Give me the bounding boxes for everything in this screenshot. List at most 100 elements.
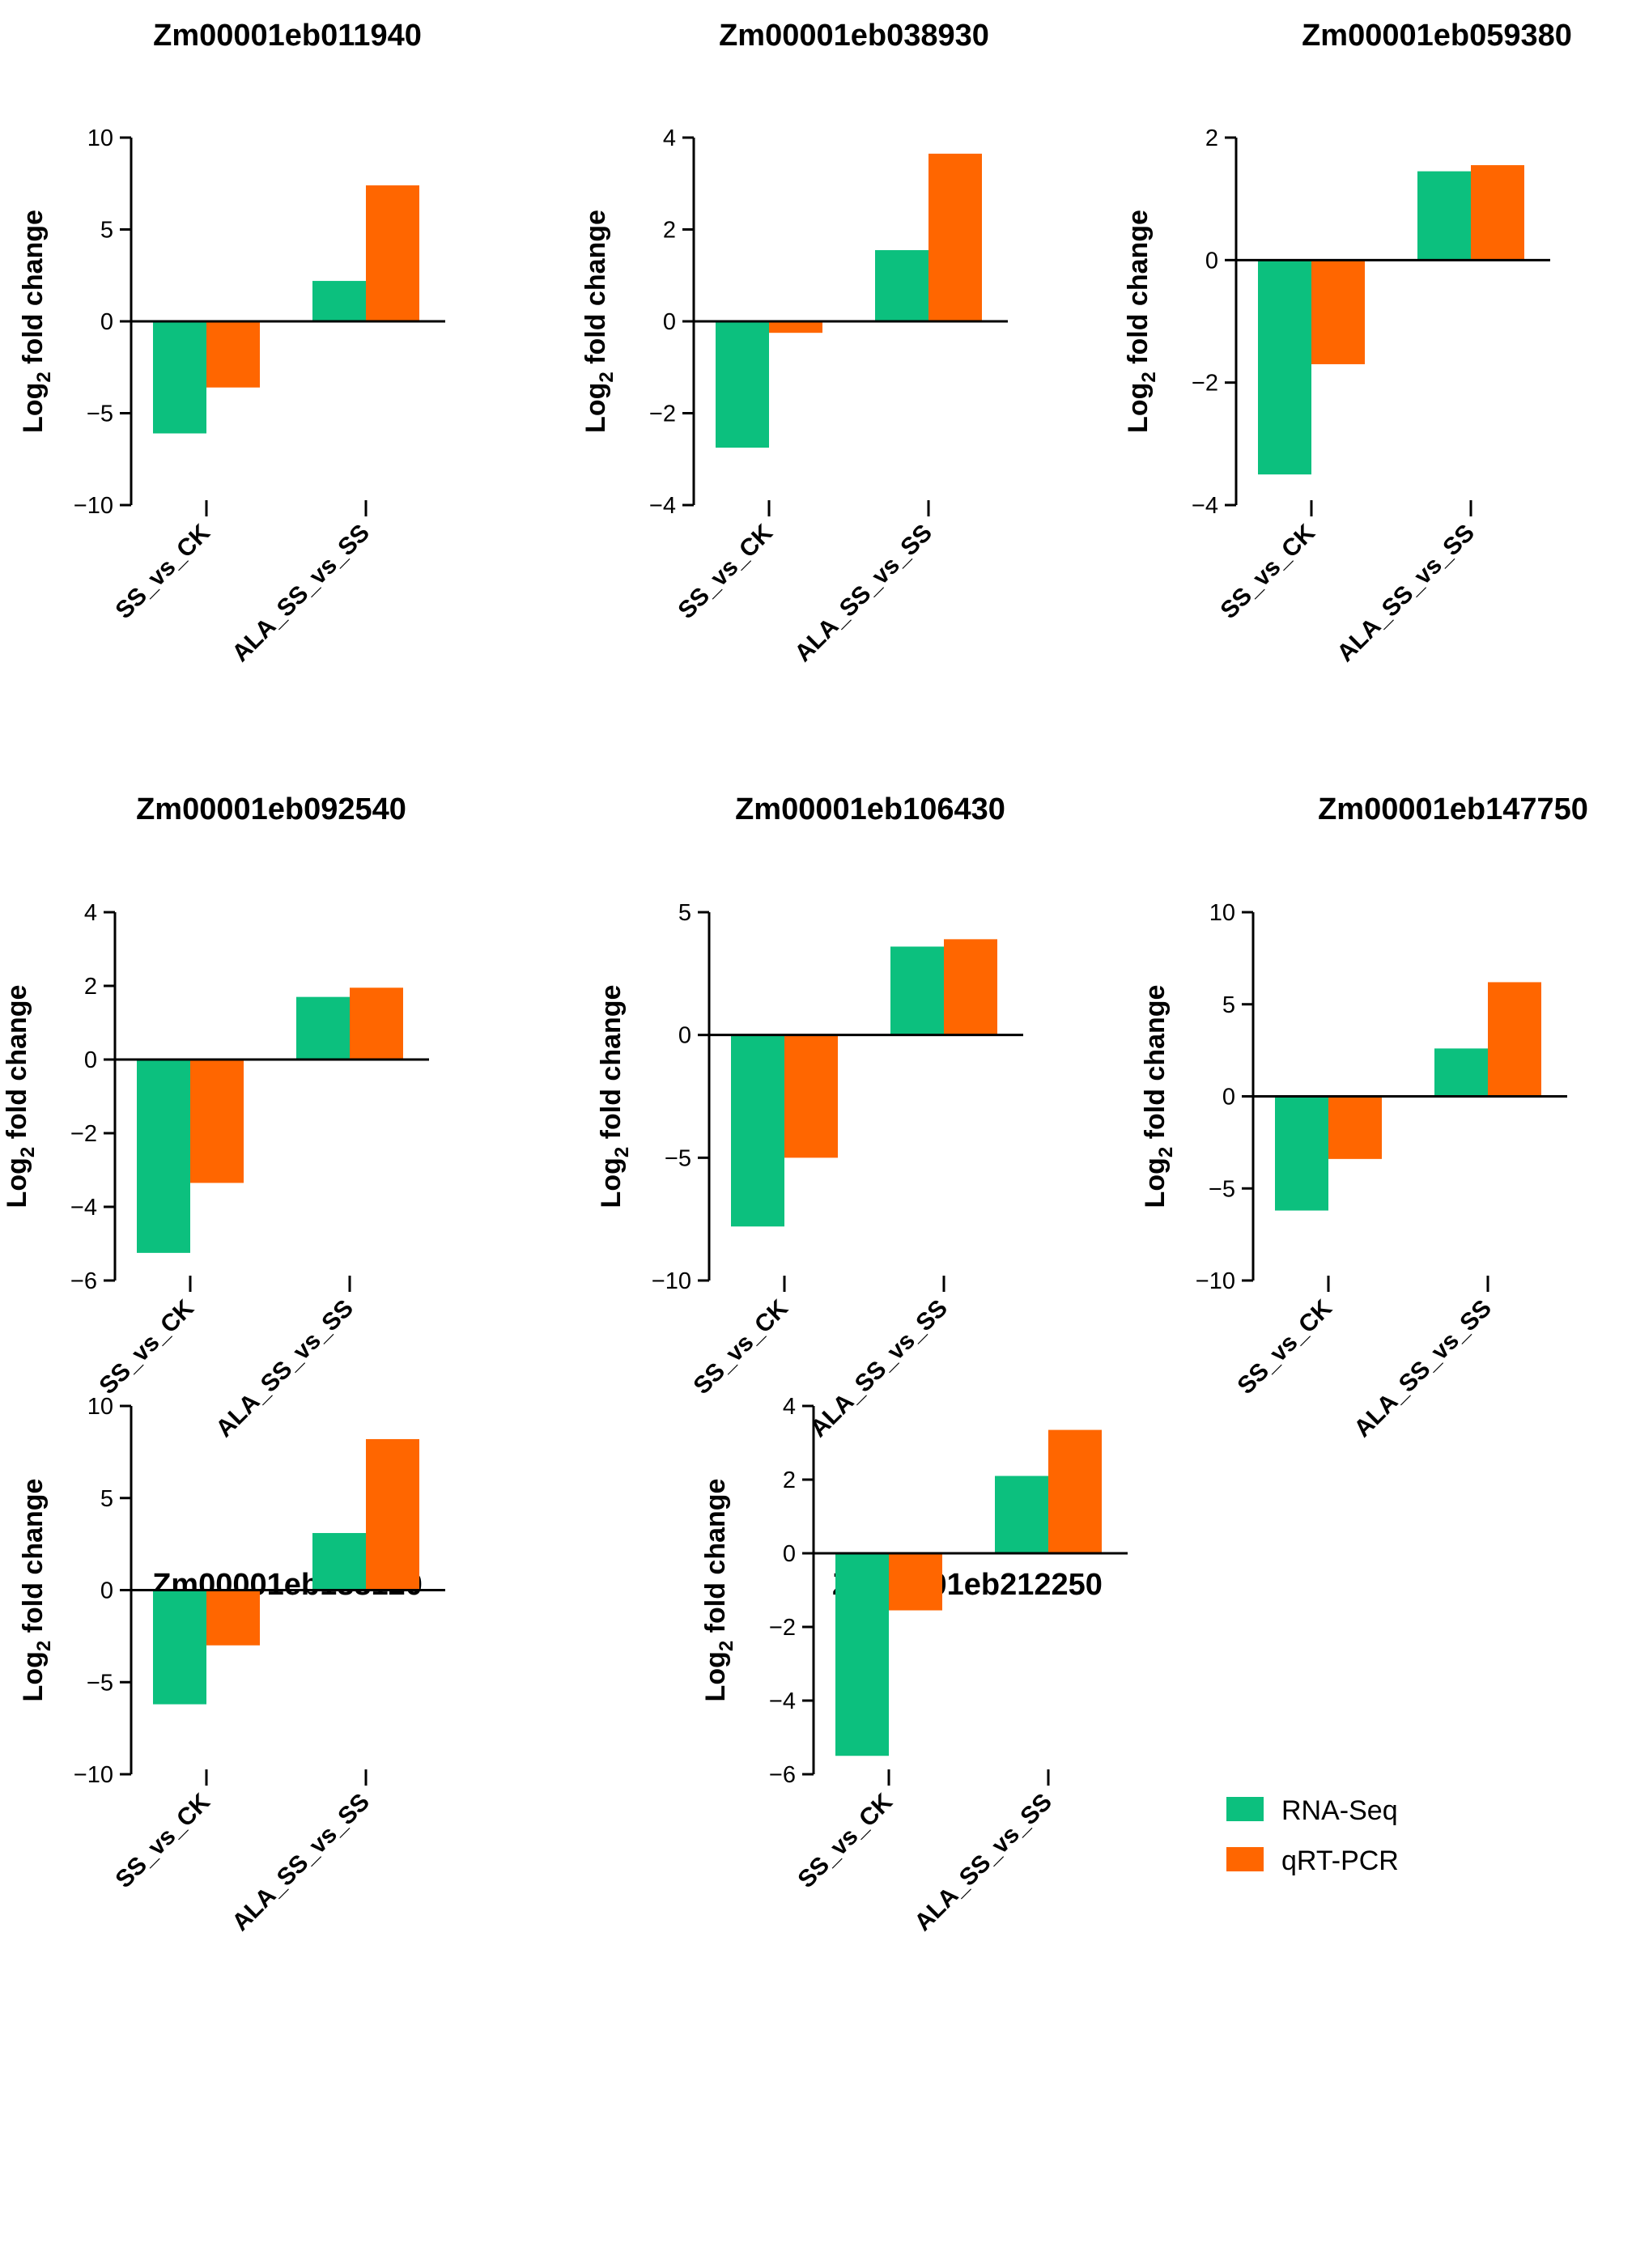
x-tick-label: SS_vs_CK xyxy=(1232,1294,1337,1399)
y-axis-label: Log2 fold change xyxy=(18,210,55,433)
bar-qrt-pcr xyxy=(206,321,260,388)
y-axis-label: Log2 fold change xyxy=(1140,985,1177,1208)
y-tick-label: 10 xyxy=(1209,900,1235,926)
y-axis-label-main: Log xyxy=(580,383,611,433)
bar-qrt-pcr xyxy=(1471,165,1524,261)
chart-title: Zm00001eb038930 xyxy=(719,19,989,53)
y-tick-label: −5 xyxy=(1209,1176,1235,1202)
bar-rna-seq xyxy=(1275,1096,1328,1211)
bar-qrt-pcr xyxy=(784,1034,838,1158)
y-tick-label: 0 xyxy=(84,1047,97,1073)
y-tick-label: 10 xyxy=(87,1394,113,1420)
y-tick-label: −5 xyxy=(665,1145,691,1171)
x-tick-label: ALA_SS_vs_SS xyxy=(909,1789,1057,1937)
bar-rna-seq xyxy=(835,1553,889,1756)
bar-qrt-pcr xyxy=(366,185,419,321)
y-tick-label: 2 xyxy=(84,974,97,1000)
y-axis-label-main: Log xyxy=(2,1157,32,1208)
y-tick-label: −4 xyxy=(1192,493,1218,519)
y-tick-label: 0 xyxy=(100,309,113,335)
x-tick-label: SS_vs_CK xyxy=(94,1294,199,1399)
y-axis-label-main: Log xyxy=(1123,383,1154,433)
bar-rna-seq xyxy=(1417,171,1471,261)
x-tick-label: SS_vs_CK xyxy=(1215,519,1320,624)
y-tick-label: 0 xyxy=(1205,248,1218,274)
x-tick-label: ALA_SS_vs_SS xyxy=(210,1295,359,1443)
x-tick-label: ALA_SS_vs_SS xyxy=(1349,1295,1497,1443)
y-axis-label-subscript: 2 xyxy=(716,1641,737,1651)
y-axis-label-main: Log xyxy=(18,383,49,433)
y-axis-label-subscript: 2 xyxy=(17,1147,39,1157)
y-axis-label: Log2 fold change xyxy=(700,1479,737,1702)
legend-swatch-rna-seq xyxy=(1226,1797,1264,1821)
y-tick-label: 10 xyxy=(87,125,113,151)
bar-qrt-pcr xyxy=(366,1438,419,1591)
y-tick-label: 0 xyxy=(678,1023,691,1049)
bar-qrt-pcr xyxy=(190,1060,244,1183)
y-axis-label: Log2 fold change xyxy=(596,985,633,1208)
y-axis-label-main: Log xyxy=(700,1651,731,1701)
y-tick-label: −2 xyxy=(649,401,676,427)
chart-title: Zm00001eb106430 xyxy=(735,792,1005,826)
y-tick-label: −5 xyxy=(87,401,113,427)
y-tick-label: −6 xyxy=(70,1268,97,1294)
y-axis-label-main: Log xyxy=(596,1157,627,1208)
legend-label-qrt-pcr: qRT-PCR xyxy=(1281,1845,1399,1876)
y-axis-label: Log2 fold change xyxy=(580,210,618,433)
bar-rna-seq xyxy=(153,321,206,434)
y-tick-label: −4 xyxy=(70,1195,97,1221)
y-axis-label-rest: fold change xyxy=(18,210,49,372)
y-tick-label: −10 xyxy=(74,493,113,519)
x-tick-label: ALA_SS_vs_SS xyxy=(227,1789,375,1937)
bar-rna-seq xyxy=(890,946,944,1035)
y-tick-label: 4 xyxy=(663,125,676,151)
y-tick-label: 2 xyxy=(663,218,676,244)
x-tick-label: SS_vs_CK xyxy=(688,1294,793,1399)
x-tick-label: SS_vs_CK xyxy=(793,1788,898,1893)
y-tick-label: −4 xyxy=(769,1688,796,1714)
bar-rna-seq xyxy=(312,1532,366,1591)
bar-qrt-pcr xyxy=(206,1590,260,1646)
chart-title: Zm00001eb147750 xyxy=(1318,792,1588,826)
y-tick-label: −5 xyxy=(87,1670,113,1696)
bar-rna-seq xyxy=(296,996,350,1060)
chart-title: Zm00001eb011940 xyxy=(153,19,422,53)
bar-rna-seq xyxy=(731,1034,784,1227)
y-tick-label: 0 xyxy=(783,1541,796,1567)
y-tick-label: 4 xyxy=(783,1394,796,1420)
chart-panel: Zm00001eb092540 4 2 0 −2 −4 −6SS_vs_CK ALA_SS_v… xyxy=(2,792,429,1442)
x-tick-label: ALA_SS_vs_SS xyxy=(805,1295,953,1443)
chart-title: Zm00001eb092540 xyxy=(136,792,406,826)
y-axis-label-rest: fold change xyxy=(2,985,32,1147)
y-axis-label-subscript: 2 xyxy=(33,372,55,382)
y-tick-label: 5 xyxy=(1222,992,1235,1018)
bar-rna-seq xyxy=(1258,260,1311,475)
x-tick-label: SS_vs_CK xyxy=(673,519,778,624)
y-tick-label: 5 xyxy=(678,900,691,926)
x-tick-label: ALA_SS_vs_SS xyxy=(227,520,375,668)
y-axis-label: Log2 fold change xyxy=(1123,210,1160,433)
bar-qrt-pcr xyxy=(928,153,982,321)
y-tick-label: 0 xyxy=(100,1578,113,1604)
bar-qrt-pcr xyxy=(350,987,403,1060)
bar-qrt-pcr xyxy=(944,939,997,1035)
y-axis-label-main: Log xyxy=(18,1651,49,1701)
y-tick-label: 5 xyxy=(100,218,113,244)
y-axis-label-rest: fold change xyxy=(1123,210,1154,372)
chart-panel: Zm00001eb038930 4 2 0 −2 −4SS_vs_CK ALA_SS_vs_… xyxy=(580,19,1008,667)
y-axis-label-subscript: 2 xyxy=(1155,1147,1177,1157)
bar-rna-seq xyxy=(995,1476,1048,1553)
y-tick-label: 0 xyxy=(1222,1085,1235,1111)
y-tick-label: −6 xyxy=(769,1762,796,1788)
bar-rna-seq xyxy=(137,1060,190,1253)
bar-rna-seq xyxy=(716,321,769,448)
bar-rna-seq xyxy=(875,250,928,321)
x-tick-label: SS_vs_CK xyxy=(110,519,215,624)
legend: RNA-Seq qRT-PCR xyxy=(1226,1795,1399,1876)
